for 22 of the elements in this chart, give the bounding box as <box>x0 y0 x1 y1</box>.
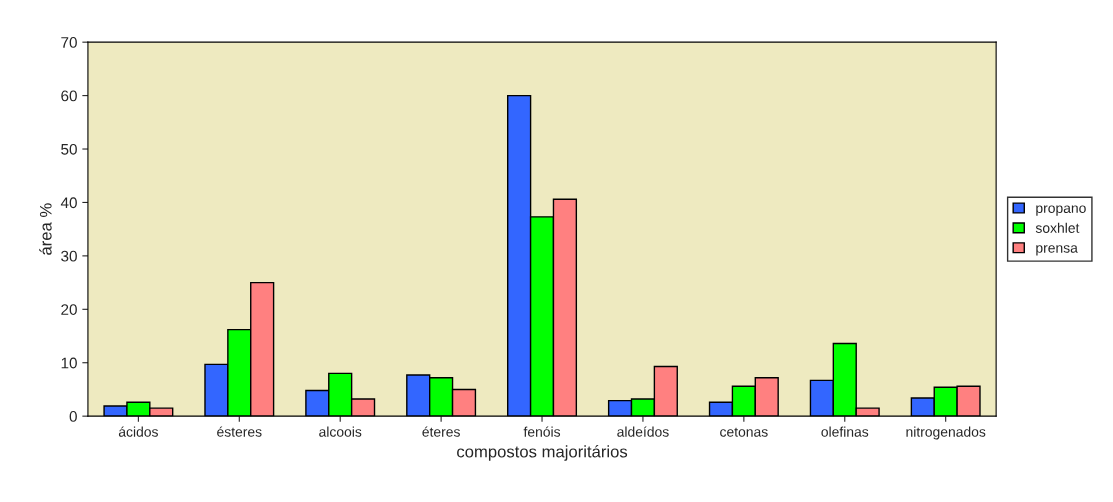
x-tick-label: éteres <box>422 426 460 437</box>
y-tick-label: 70 <box>61 37 77 48</box>
y-axis-title: área % <box>39 203 52 255</box>
y-tick-label: 50 <box>61 143 77 155</box>
legend-label: prensa <box>1036 245 1078 256</box>
legend-label: soxhlet <box>1035 222 1080 233</box>
legend-label: propano <box>1036 205 1086 216</box>
x-tick-label: ésteres <box>217 426 262 437</box>
y-tick-label: 20 <box>61 304 77 315</box>
x-tick-label: alcoois <box>319 426 362 437</box>
x-tick-label: olefinas <box>821 426 869 437</box>
x-tick-label: fenóis <box>523 426 561 437</box>
x-axis-title: compostos majoritários <box>457 445 628 461</box>
y-tick-label: 60 <box>61 90 77 102</box>
x-tick-label: aldeídos <box>617 426 669 437</box>
x-tick-label: nitrogenados <box>906 426 986 440</box>
y-tick-label: 40 <box>60 197 77 209</box>
y-tick-label: 10 <box>61 357 77 369</box>
y-tick-label: 0 <box>69 411 77 422</box>
y-tick-label: 30 <box>61 250 77 262</box>
x-tick-label: cetonas <box>720 427 768 437</box>
x-tick-label: ácidos <box>118 426 158 437</box>
